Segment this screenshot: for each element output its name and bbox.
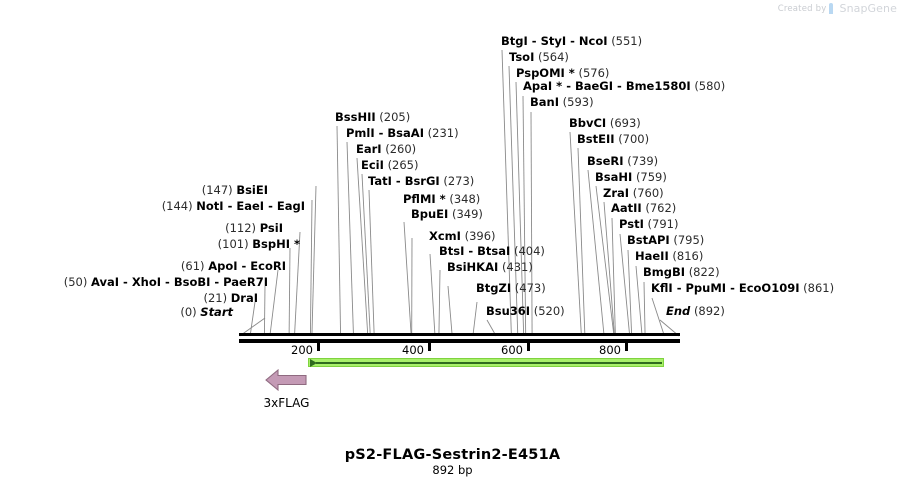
feature-label-3xflag: 3xFLAG <box>263 396 310 410</box>
enzyme-label-xcmi[interactable]: XcmI (396) <box>429 229 496 243</box>
enzyme-label-apai-baegi-bme1580i[interactable]: ApaI * - BaeGI - Bme1580I (580) <box>523 79 726 93</box>
enzyme-label-apoi-ecori[interactable]: (61) ApoI - EcoRI <box>180 259 286 273</box>
enzyme-label-bsihkai[interactable]: BsiHKAI (431) <box>447 260 533 274</box>
enzyme-label-psti[interactable]: PstI (791) <box>619 217 679 231</box>
sequence-bar-top <box>239 333 680 336</box>
ruler-tick-200 <box>317 342 320 351</box>
feature-cds-arrow[interactable] <box>308 358 664 368</box>
marker-label-start[interactable]: (0) Start <box>180 305 233 319</box>
enzyme-label-pspomi[interactable]: PspOMI * (576) <box>516 66 610 80</box>
sequence-bar-bottom <box>239 339 680 343</box>
ruler-tick-600 <box>527 342 530 351</box>
ruler-tick-800 <box>625 342 628 351</box>
ruler-label-600: 600 <box>501 343 523 357</box>
enzyme-label-ecii[interactable]: EciI (265) <box>361 158 419 172</box>
enzyme-label-bsahi[interactable]: BsaHI (759) <box>595 170 667 184</box>
enzyme-label-btgi-styi-ncoi[interactable]: BtgI - StyI - NcoI (551) <box>501 34 643 48</box>
enzyme-label-bseri[interactable]: BseRI (739) <box>587 154 659 168</box>
marker-label-end[interactable]: End (892) <box>666 304 725 318</box>
enzyme-label-bsiei[interactable]: (147) BsiEI <box>201 183 268 197</box>
enzyme-label-bstell[interactable]: BstEII (700) <box>577 132 650 146</box>
enzyme-label-eari[interactable]: EarI (260) <box>356 142 417 156</box>
feature-3xflag[interactable]: 3xFLAG <box>264 368 310 410</box>
enzyme-label-bsshii[interactable]: BssHII (205) <box>335 110 411 124</box>
enzyme-label-bpuei[interactable]: BpuEI (349) <box>411 207 483 221</box>
ruler-tick-400 <box>428 342 431 351</box>
enzyme-label-drai[interactable]: (21) DraI <box>203 291 258 305</box>
enzyme-label-bmgbi[interactable]: BmgBI (822) <box>643 265 720 279</box>
enzyme-label-noti-eaei-eagi[interactable]: (144) NotI - EaeI - EagI <box>161 199 305 213</box>
enzyme-label-btsi-btsai[interactable]: BtsI - BtsaI (404) <box>439 244 545 258</box>
ruler-label-400: 400 <box>402 343 424 357</box>
ruler-label-800: 800 <box>599 343 621 357</box>
3xflag-arrow-icon <box>265 368 307 392</box>
watermark-brand: SnapGene <box>839 2 897 15</box>
ruler-label-200: 200 <box>291 343 313 357</box>
enzyme-label-bbvci[interactable]: BbvCI (693) <box>569 116 641 130</box>
enzyme-label-pflmi[interactable]: PflMI * (348) <box>403 192 481 206</box>
snapgene-logo-icon <box>829 3 836 14</box>
enzyme-label-psii[interactable]: (112) PsiI <box>225 221 283 235</box>
enzyme-label-btgzi[interactable]: BtgZI (473) <box>476 281 546 295</box>
plasmid-title: pS2-FLAG-Sestrin2-E451A <box>344 447 561 463</box>
enzyme-label-haeii[interactable]: HaeII (816) <box>635 249 704 263</box>
enzyme-label-aatii[interactable]: AatII (762) <box>611 201 677 215</box>
enzyme-label-bsu36i[interactable]: Bsu36I (520) <box>486 304 565 318</box>
watermark-prefix: Created by <box>777 3 827 14</box>
enzyme-label-bani[interactable]: BanI (593) <box>530 95 594 109</box>
enzyme-label-tati-bsrgi[interactable]: TatI - BsrGI (273) <box>368 174 475 188</box>
enzyme-label-tsoi[interactable]: TsoI (564) <box>509 50 569 64</box>
enzyme-label-zrai[interactable]: ZraI (760) <box>603 186 664 200</box>
snapgene-watermark: Created by SnapGene <box>778 2 897 15</box>
enzyme-label-kfli-ppumi-ecoo109i[interactable]: KflI - PpuMI - EcoO109I (861) <box>651 281 835 295</box>
plasmid-length: 892 bp <box>432 463 473 477</box>
enzyme-label-pmli-bsaai[interactable]: PmlI - BsaAI (231) <box>346 126 459 140</box>
enzyme-label-avai-xhoi-bsobi-paer7i[interactable]: (50) AvaI - XhoI - BsoBI - PaeR7I <box>63 275 268 289</box>
enzyme-label-bsphi[interactable]: (101) BspHI * <box>217 237 300 251</box>
enzyme-label-bstapi[interactable]: BstAPI (795) <box>627 233 705 247</box>
